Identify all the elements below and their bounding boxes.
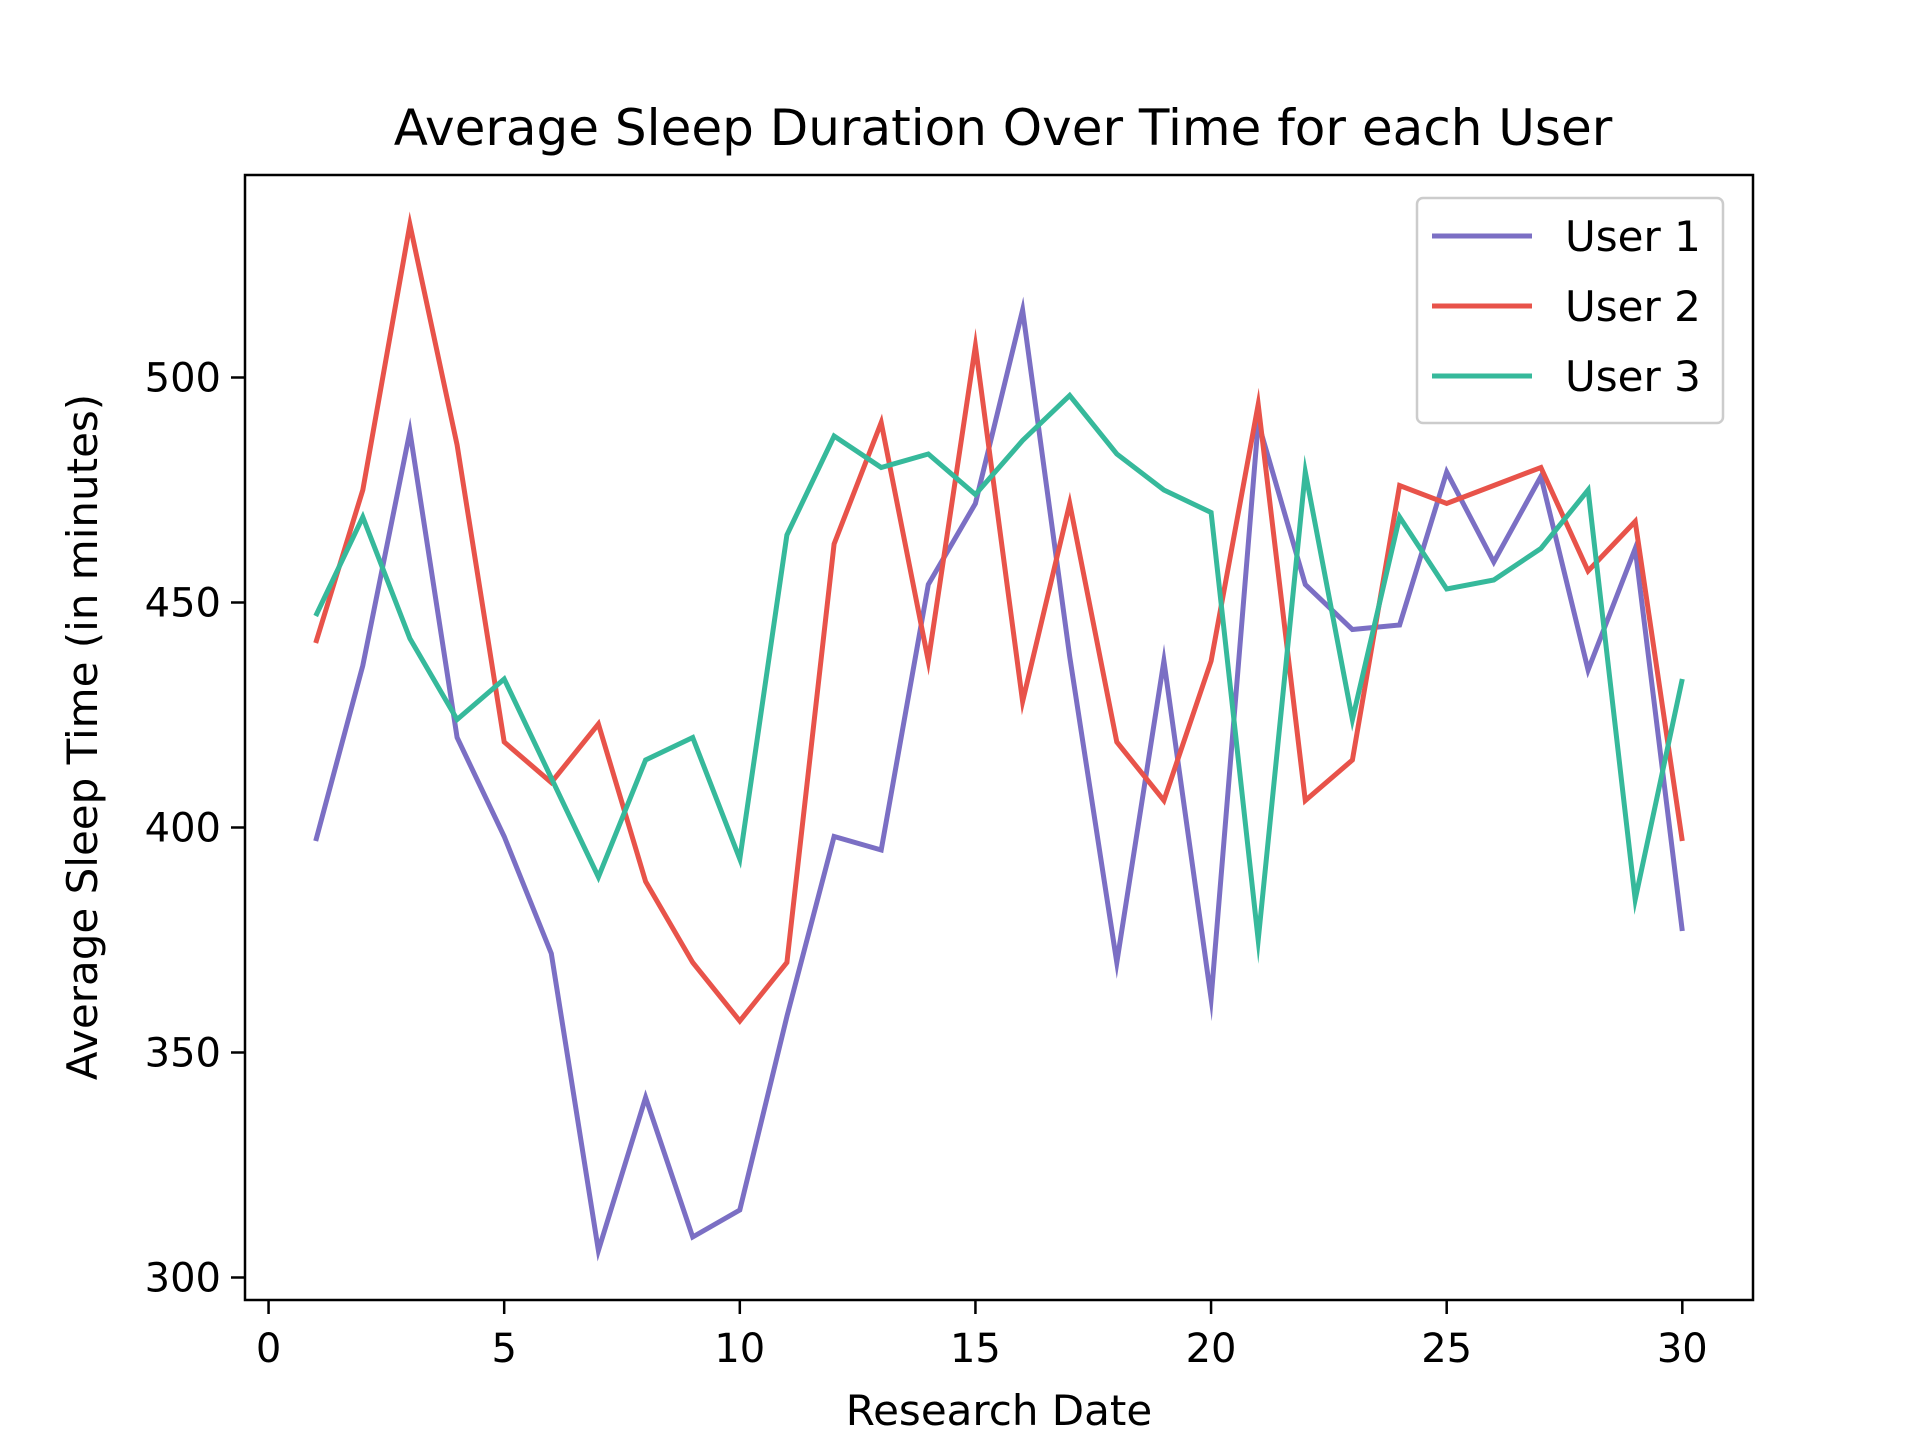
x-tick-label: 25: [1421, 1326, 1472, 1372]
legend-box: [1415, 196, 1725, 425]
legend-label-1: User 1: [1565, 212, 1701, 261]
plot-frame: [243, 173, 1755, 1302]
series-line-3: [313, 391, 1685, 964]
plot-lines: [313, 211, 1685, 1262]
x-tick-label: 5: [491, 1326, 516, 1372]
y-tick-label: 300: [145, 1256, 221, 1302]
y-tick-label: 400: [145, 806, 221, 852]
y-tick-label: 350: [145, 1031, 221, 1077]
x-tick-label: 20: [1186, 1326, 1237, 1372]
x-axis-label: Research Date: [846, 1386, 1152, 1435]
legend-label-3: User 3: [1565, 352, 1701, 401]
series-line-1: [313, 296, 1685, 1262]
legend-label-2: User 2: [1565, 282, 1701, 331]
y-axis-label: Average Sleep Time (in minutes): [58, 394, 107, 1080]
x-tick-label: 10: [714, 1326, 765, 1372]
series-line-2: [313, 211, 1685, 1025]
x-tick-label: 0: [256, 1326, 281, 1372]
y-tick-label: 450: [145, 581, 221, 627]
x-tick-label: 15: [950, 1326, 1001, 1372]
y-tick-label: 500: [145, 356, 221, 402]
y-axis: 300 350 400 450 500: [145, 356, 245, 1302]
legend: User 1 User 2 User 3: [1415, 196, 1725, 425]
x-axis: 0 5 10 15 20 25 30: [256, 1300, 1708, 1372]
chart-title: Average Sleep Duration Over Time for eac…: [394, 99, 1613, 157]
x-tick-label: 30: [1657, 1326, 1708, 1372]
